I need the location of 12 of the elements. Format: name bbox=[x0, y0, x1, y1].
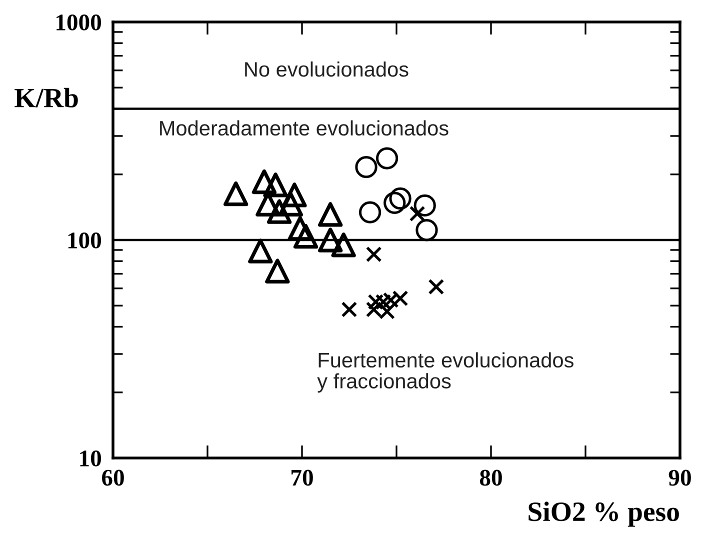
y-tick-label: 100 bbox=[68, 232, 101, 248]
annotation: Moderadamente evolucionados bbox=[160, 120, 448, 136]
y-tick-label: 1000 bbox=[56, 14, 101, 30]
x-tick-label: 80 bbox=[480, 470, 502, 486]
annotation: Fuertemente evolucionados y fraccionados bbox=[317, 352, 574, 393]
y-tick-label: 10 bbox=[80, 450, 101, 466]
y-axis-title: K/Rb bbox=[14, 88, 78, 108]
x-axis-title: SiO2 % peso bbox=[528, 502, 679, 527]
x-tick-label: 70 bbox=[292, 470, 313, 486]
x-tick-label: 60 bbox=[102, 470, 124, 486]
x-tick-label: 90 bbox=[668, 470, 691, 486]
annotation: No evolucionados bbox=[245, 61, 408, 77]
